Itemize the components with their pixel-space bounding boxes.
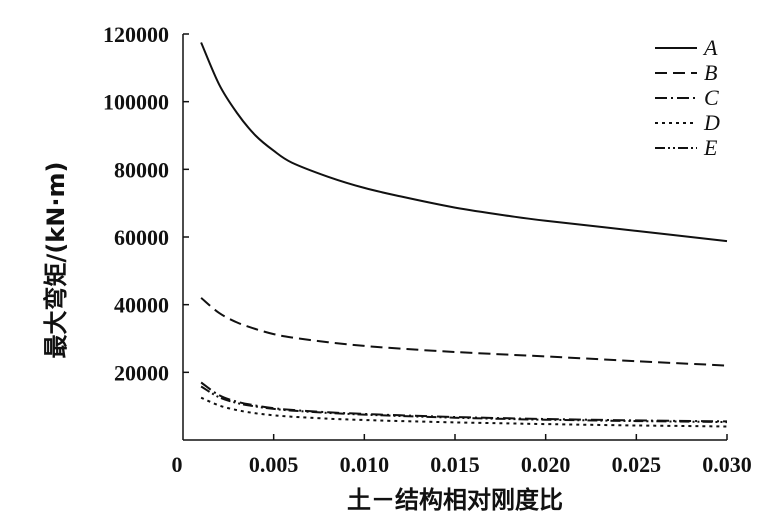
x-tick-label: 0.020 xyxy=(521,452,571,477)
y-tick-label: 20000 xyxy=(114,360,169,385)
y-tick-label: 100000 xyxy=(103,90,169,115)
series-line-B xyxy=(200,297,728,367)
y-tick-label: 120000 xyxy=(103,22,169,47)
series-lines xyxy=(200,42,728,428)
y-axis-label: 最大弯矩/(kN·m) xyxy=(42,162,70,359)
x-tick-label: 0.025 xyxy=(612,452,662,477)
legend-label-C: C xyxy=(704,85,719,110)
x-axis-label: 土－结构相对刚度比 xyxy=(347,486,563,514)
series-line-C xyxy=(200,381,728,423)
x-tick-label: 0.030 xyxy=(702,452,752,477)
y-tick-label: 80000 xyxy=(114,157,169,182)
x-tick-label: 0.015 xyxy=(430,452,480,477)
axes xyxy=(182,34,727,441)
x-tick-label: 0.005 xyxy=(249,452,299,477)
legend-label-D: D xyxy=(703,110,720,135)
series-line-D xyxy=(200,396,728,428)
y-tick-label: 40000 xyxy=(114,293,169,318)
ticks: 0 0.005 0.010 0.015 0.020 0.025 0.030 20000 4000… xyxy=(103,22,752,477)
series-line-A xyxy=(200,42,728,243)
x-tick-label: 0 xyxy=(172,452,183,477)
legend-label-B: B xyxy=(704,60,717,85)
x-tick-label: 0.010 xyxy=(340,452,390,477)
legend-label-A: A xyxy=(702,35,718,60)
series-line-E xyxy=(200,385,728,424)
y-tick-label: 60000 xyxy=(114,225,169,250)
legend-label-E: E xyxy=(703,135,718,160)
